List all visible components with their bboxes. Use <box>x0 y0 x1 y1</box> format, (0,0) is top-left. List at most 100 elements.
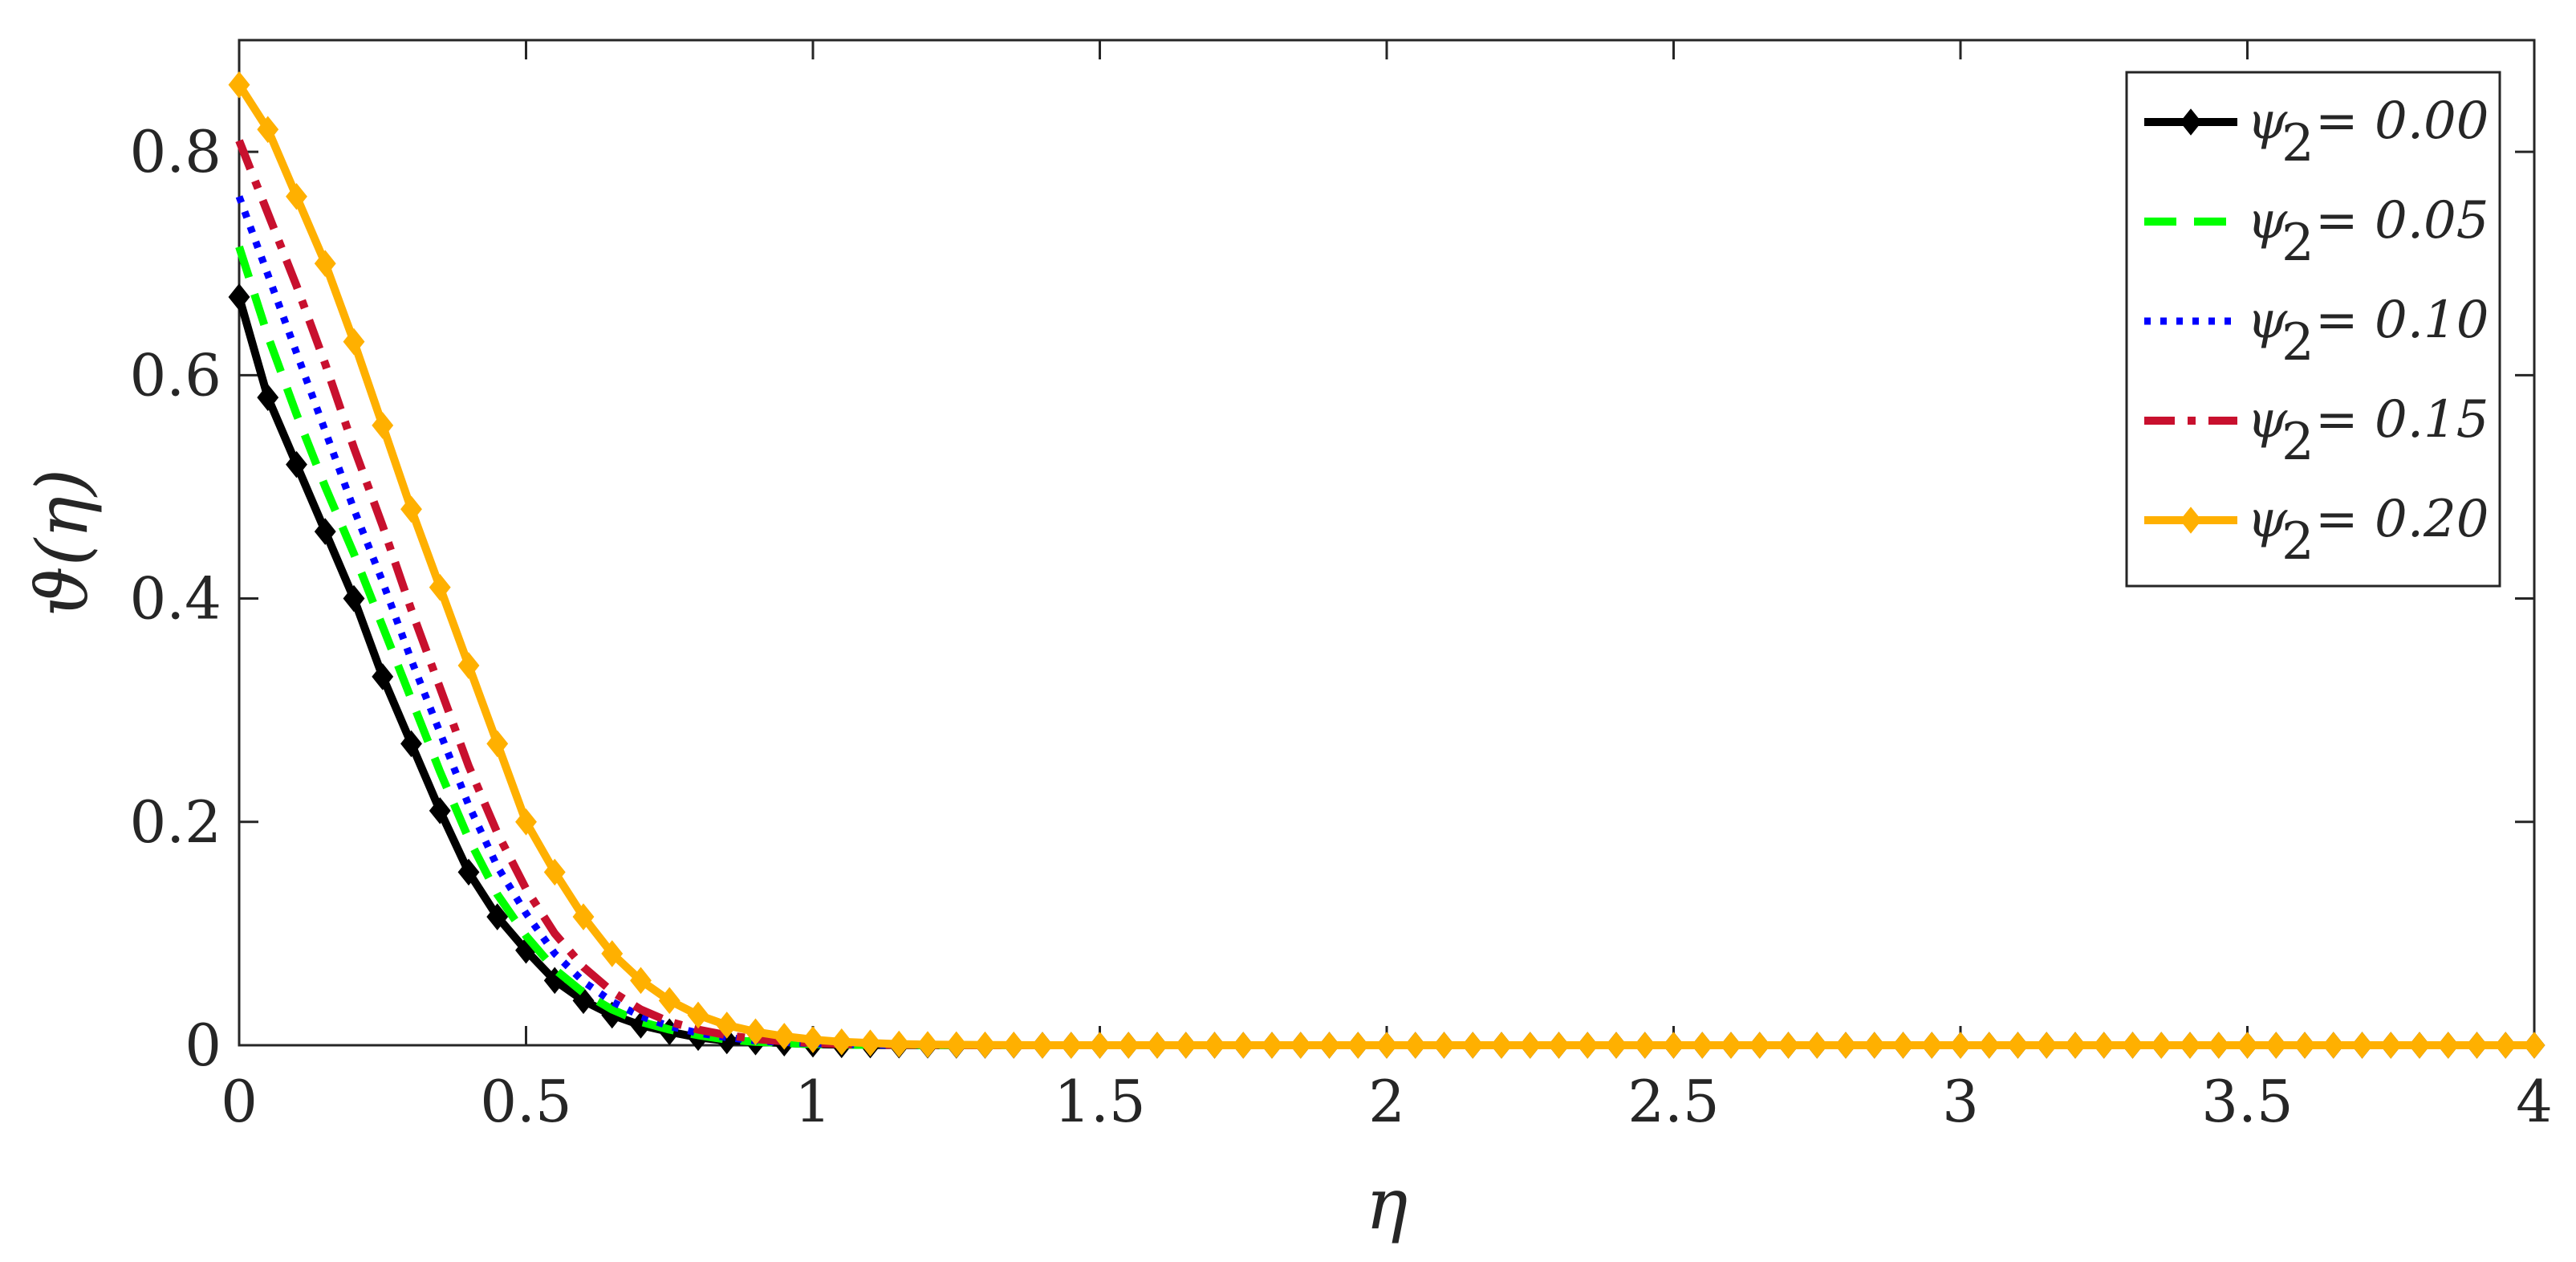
series-marker <box>945 1031 968 1059</box>
series-marker <box>343 328 365 356</box>
legend-subscript: 2 <box>2281 413 2314 472</box>
series-marker <box>2007 1032 2029 1059</box>
series-marker <box>1461 1032 1484 1059</box>
series-marker <box>2466 1032 2488 1059</box>
y-tick-label: 0.4 <box>129 565 221 633</box>
series-marker <box>1806 1032 1828 1059</box>
series-marker <box>314 250 336 278</box>
series-marker <box>1663 1032 1684 1059</box>
series-marker <box>2322 1032 2345 1059</box>
series-marker <box>543 858 566 886</box>
series-marker <box>773 1023 795 1050</box>
series-marker <box>486 730 509 758</box>
series-marker <box>1490 1032 1513 1059</box>
series-marker <box>400 495 422 523</box>
series-marker <box>1519 1032 1542 1059</box>
y-axis-label: ϑ(η) <box>21 469 104 617</box>
series-marker <box>1892 1032 1914 1059</box>
series-marker <box>2237 1032 2258 1059</box>
series-marker <box>2379 1032 2402 1059</box>
series-marker <box>1548 1032 1570 1059</box>
series-marker <box>1634 1032 1656 1059</box>
series-marker <box>515 808 537 836</box>
series-marker <box>1720 1032 1742 1059</box>
x-tick-label: 3 <box>1942 1068 1979 1135</box>
series-marker <box>658 987 681 1015</box>
series-marker <box>1978 1032 2001 1059</box>
series-marker <box>1261 1032 1283 1059</box>
series-marker <box>916 1031 939 1058</box>
legend-label: = 0.15 <box>2315 390 2489 450</box>
series-marker <box>716 1012 738 1039</box>
series-line <box>235 245 2534 1049</box>
series-marker <box>1433 1032 1455 1059</box>
series-marker <box>687 1001 709 1029</box>
series-marker <box>1175 1032 1197 1059</box>
series-marker <box>888 1030 910 1058</box>
series-line <box>235 82 2534 1049</box>
series-marker <box>831 1028 853 1056</box>
legend-label: = 0.05 <box>2315 191 2489 250</box>
legend-label: = 0.10 <box>2315 291 2489 350</box>
series-marker <box>1002 1032 1025 1059</box>
series-marker <box>1146 1032 1168 1059</box>
x-tick-label: 0 <box>221 1068 258 1135</box>
x-tick-label: 1.5 <box>1054 1068 1146 1135</box>
legend-entry-2: ψ2 = 0.10 <box>2144 291 2489 372</box>
series-marker <box>2035 1032 2058 1059</box>
x-tick-label: 2 <box>1368 1068 1405 1135</box>
series-marker <box>257 384 279 411</box>
series-marker <box>2351 1032 2373 1059</box>
legend-psi: ψ <box>2247 291 2288 350</box>
y-tick-label: 0.8 <box>129 118 221 185</box>
series-marker <box>802 1026 824 1053</box>
y-tick-label: 0 <box>185 1012 221 1079</box>
series-group <box>228 71 2546 1059</box>
x-tick-label: 2.5 <box>1627 1068 1720 1135</box>
series-marker <box>1375 1032 1398 1059</box>
series-marker <box>2523 1032 2546 1059</box>
legend-entry-3: ψ2 = 0.15 <box>2144 390 2489 472</box>
y-tick-label: 0.6 <box>129 341 221 409</box>
series-marker <box>745 1018 766 1046</box>
legend-box <box>2125 71 2501 588</box>
legend-psi: ψ <box>2247 92 2288 151</box>
series-marker <box>1576 1032 1599 1059</box>
series-marker <box>1347 1032 1369 1059</box>
series-marker <box>2179 1032 2201 1059</box>
series-marker <box>859 1029 881 1057</box>
x-axis-ticks: 0 0.5 1 1.5 2 2.5 3 3.5 4 <box>221 40 2553 1135</box>
series-marker <box>343 584 365 613</box>
series-marker <box>1605 1032 1627 1059</box>
series-marker <box>1749 1032 1771 1059</box>
series-marker <box>974 1031 996 1059</box>
x-axis-label: η <box>1366 1162 1408 1245</box>
series-marker <box>1117 1032 1140 1059</box>
series-marker <box>429 573 451 601</box>
series-marker <box>457 652 480 679</box>
series-marker <box>1290 1032 1312 1059</box>
legend-psi: ψ <box>2247 490 2288 549</box>
legend-subscript: 2 <box>2281 114 2314 173</box>
series-marker <box>630 967 652 995</box>
series-marker <box>2494 1032 2517 1059</box>
series-1 <box>235 245 2534 1049</box>
legend-entry-4: ψ2 = 0.20 <box>2144 490 2489 572</box>
x-tick-label: 4 <box>2516 1068 2553 1135</box>
x-tick-label: 1 <box>794 1068 831 1135</box>
series-marker <box>601 940 624 967</box>
x-tick-label: 0.5 <box>480 1068 572 1135</box>
x-tick-label: 3.5 <box>2201 1068 2294 1135</box>
series-marker <box>1949 1032 1972 1059</box>
series-marker <box>1834 1032 1857 1059</box>
series-marker <box>286 450 307 478</box>
series-marker <box>2122 1032 2143 1059</box>
legend-subscript: 2 <box>2281 313 2314 372</box>
series-marker <box>572 987 595 1015</box>
series-marker <box>2093 1032 2115 1059</box>
series-marker <box>1060 1032 1083 1059</box>
series-marker <box>372 412 394 439</box>
series-marker <box>286 182 307 210</box>
series-marker <box>1691 1032 1713 1059</box>
